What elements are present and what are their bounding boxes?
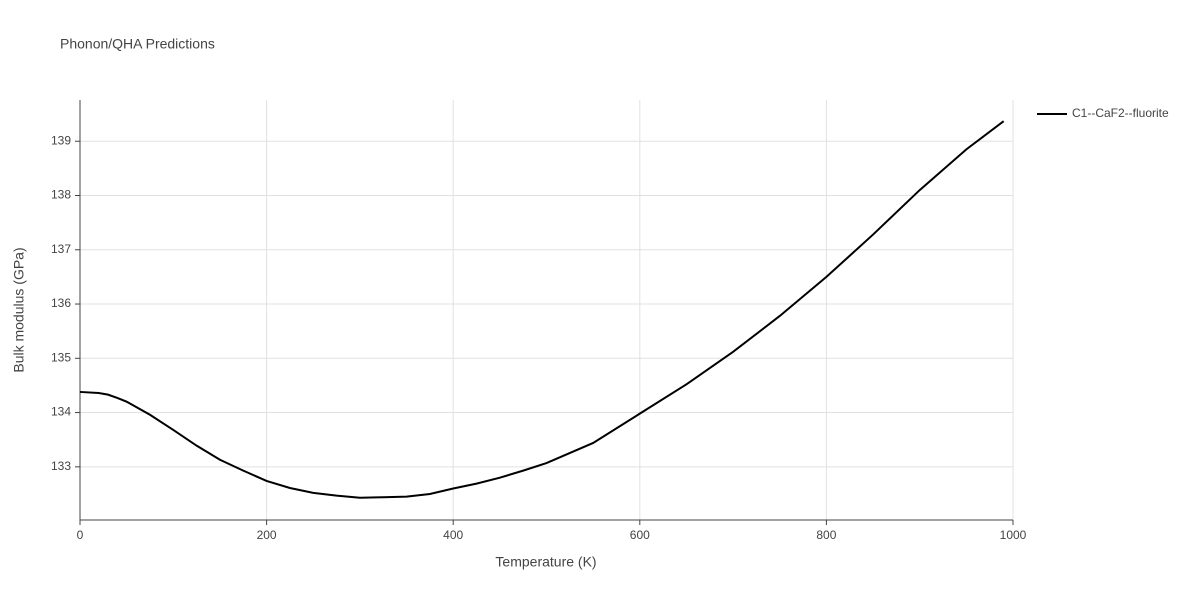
y-tick-label: 134 — [51, 405, 71, 419]
x-tick-label: 600 — [630, 528, 650, 542]
y-tick-label: 133 — [51, 459, 71, 473]
chart-title: Phonon/QHA Predictions — [60, 36, 215, 52]
y-tick-label: 138 — [51, 188, 71, 202]
y-tick-label: 136 — [51, 296, 71, 310]
legend-label: C1--CaF2--fluorite — [1072, 106, 1169, 120]
y-tick-label: 135 — [51, 350, 71, 364]
x-axis-label: Temperature (K) — [495, 554, 596, 570]
x-tick-label: 800 — [816, 528, 836, 542]
x-tick-label: 0 — [77, 528, 84, 542]
x-tick-label: 1000 — [1000, 528, 1027, 542]
y-tick-label: 137 — [51, 242, 71, 256]
x-tick-label: 200 — [257, 528, 277, 542]
line-series — [79, 120, 1005, 499]
x-tick-label: 400 — [443, 528, 463, 542]
y-axis-label: Bulk modulus (GPa) — [11, 247, 27, 372]
y-tick-label: 139 — [51, 133, 71, 147]
